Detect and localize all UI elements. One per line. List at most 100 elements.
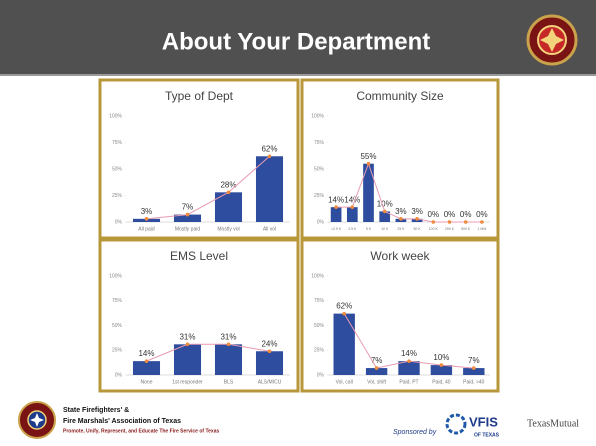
marker xyxy=(144,359,149,363)
x-tick-label: None xyxy=(141,379,153,385)
bar xyxy=(398,361,420,375)
data-label: 14% xyxy=(344,195,360,204)
bar xyxy=(173,214,202,222)
marker xyxy=(407,359,411,363)
trend-line xyxy=(146,155,270,220)
data-label: 0% xyxy=(460,210,472,219)
x-tick-label: All vol xyxy=(263,226,276,232)
footer-logo xyxy=(18,401,56,439)
org-line: Fire Marshals' Association of Texas xyxy=(63,418,181,425)
y-tick-label: 25% xyxy=(314,348,325,354)
marker xyxy=(472,366,476,370)
y-tick-label: 100% xyxy=(109,273,122,279)
y-tick-label: 50% xyxy=(112,166,123,172)
y-tick-label: 100% xyxy=(109,113,122,119)
slide-title: About Your Department xyxy=(162,28,430,55)
x-tick-label: Paid, PT xyxy=(399,379,418,385)
y-tick-label: 25% xyxy=(112,348,123,354)
bar xyxy=(330,207,342,222)
y-tick-label: 75% xyxy=(112,140,123,146)
bar xyxy=(214,344,243,375)
x-tick-label: 5 K xyxy=(366,227,372,231)
sponsor-text: Sponsored by xyxy=(393,429,437,436)
y-tick-label: 75% xyxy=(314,298,325,304)
header-band xyxy=(0,0,596,76)
chart: Type of Dept 0% 25% 50% 75% 100% All paid 3% Mos… xyxy=(98,78,300,240)
data-label: 7% xyxy=(371,356,383,365)
data-label: 0% xyxy=(444,210,456,219)
x-tick-label: 250 K xyxy=(445,227,455,231)
trend-line xyxy=(336,162,482,223)
x-tick-label: 10 K xyxy=(381,227,389,231)
y-tick-label: 25% xyxy=(314,193,325,199)
data-label: 55% xyxy=(360,152,376,161)
vfis-text: VFIS xyxy=(469,414,498,429)
marker xyxy=(185,342,190,347)
texas-mutual: TexasMutual xyxy=(527,418,579,429)
x-tick-label: 25 K xyxy=(397,227,405,231)
bar xyxy=(379,211,391,222)
x-tick-label: Paid, >40 xyxy=(463,379,484,385)
org-tagline: Promote, Unify, Represent, and Educate T… xyxy=(63,428,219,434)
vfis-sub: OF TEXAS xyxy=(474,432,500,438)
marker xyxy=(350,205,355,209)
data-label: 7% xyxy=(182,203,194,212)
data-label: 3% xyxy=(141,207,153,216)
data-label: 10% xyxy=(377,200,393,209)
marker xyxy=(399,217,403,221)
chart-title: Type of Dept xyxy=(165,89,234,103)
header-logo xyxy=(526,14,578,66)
vfis-logo xyxy=(445,413,467,435)
bar xyxy=(333,313,355,375)
marker xyxy=(334,205,338,209)
y-tick-label: 75% xyxy=(112,298,123,304)
marker xyxy=(366,161,371,166)
marker xyxy=(374,366,379,370)
y-tick-label: 25% xyxy=(112,193,123,199)
x-tick-label: <2.5 K xyxy=(331,227,342,231)
marker xyxy=(439,363,444,367)
marker xyxy=(431,220,436,224)
y-tick-label: 100% xyxy=(311,273,324,279)
marker xyxy=(267,349,272,354)
y-tick-label: 50% xyxy=(314,166,325,172)
marker xyxy=(463,220,468,224)
marker xyxy=(480,220,484,224)
data-label: 14% xyxy=(138,349,154,358)
marker xyxy=(447,220,452,224)
y-tick-label: 0% xyxy=(115,219,123,225)
trend-line xyxy=(146,343,270,362)
header-rule xyxy=(0,74,596,76)
marker xyxy=(415,217,419,221)
data-label: 28% xyxy=(220,180,236,189)
data-label: 31% xyxy=(179,332,195,341)
bar xyxy=(365,368,388,375)
x-tick-label: Paid, 40 xyxy=(432,379,451,385)
bar xyxy=(255,156,284,222)
x-tick-label: 50 K xyxy=(413,227,421,231)
data-label: 10% xyxy=(433,353,449,362)
data-label: 62% xyxy=(336,302,352,311)
bar xyxy=(173,344,202,375)
chart: EMS Level 0% 25% 50% 75% 100% None 14% 1st respo… xyxy=(98,238,300,393)
data-label: 62% xyxy=(261,144,277,153)
data-label: 7% xyxy=(468,356,480,365)
y-tick-label: 50% xyxy=(112,323,123,329)
bar xyxy=(214,192,243,222)
data-label: 14% xyxy=(328,195,344,204)
marker xyxy=(226,342,231,347)
chart-title: Community Size xyxy=(356,89,444,103)
y-tick-label: 0% xyxy=(115,372,123,378)
x-tick-label: 1st responder xyxy=(172,379,203,385)
bar xyxy=(463,368,485,375)
y-tick-label: 100% xyxy=(311,113,324,119)
y-tick-label: 50% xyxy=(314,323,325,329)
x-tick-label: 500 K xyxy=(461,227,471,231)
x-tick-label: BLS xyxy=(224,379,234,385)
chart: Work week 0% 25% 50% 75% 100% Vol, call 62% Vol,… xyxy=(300,238,500,393)
x-tick-label: Mostly vol xyxy=(217,226,239,232)
chart: Community Size 0% 25% 50% 75% 100% <2.5 K 14% 2.… xyxy=(300,78,500,240)
x-tick-label: Mostly paid xyxy=(175,226,201,232)
bar xyxy=(132,361,161,375)
